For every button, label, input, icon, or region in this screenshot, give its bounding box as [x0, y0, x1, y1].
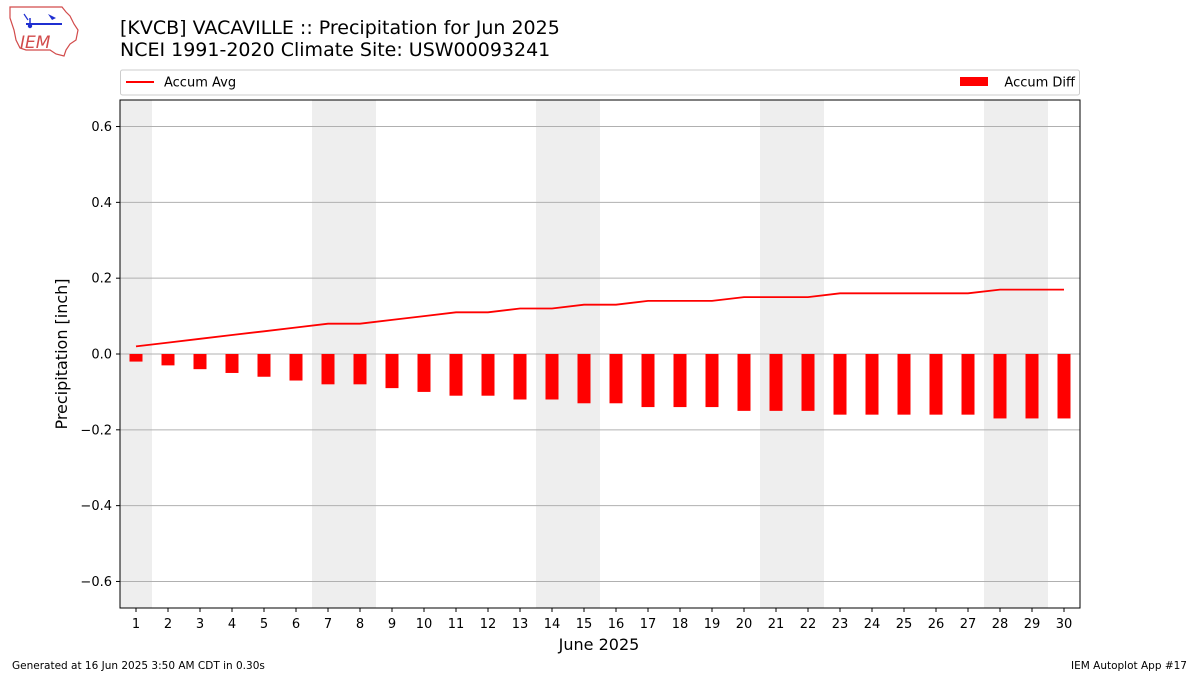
accum-diff-bar [353, 354, 367, 385]
x-tick-label: 3 [196, 617, 204, 632]
accum-diff-bar [993, 354, 1007, 419]
chart-subtitle: NCEI 1991-2020 Climate Site: USW00093241 [120, 39, 551, 61]
x-tick-label: 15 [576, 617, 593, 632]
x-tick-label: 4 [228, 617, 236, 632]
x-tick-label: 25 [896, 617, 913, 632]
accum-diff-bar [321, 354, 335, 385]
accum-diff-bar [449, 354, 463, 396]
x-tick-label: 22 [800, 617, 817, 632]
chart-title: [KVCB] VACAVILLE :: Precipitation for Ju… [120, 17, 560, 39]
accum-diff-bar [577, 354, 591, 404]
x-tick-label: 30 [1056, 617, 1073, 632]
x-tick-label: 8 [356, 617, 364, 632]
legend-box [120, 69, 1080, 96]
accum-diff-bar [481, 354, 495, 396]
x-axis-label: June 2025 [558, 635, 640, 654]
gridlines [120, 126, 1080, 582]
y-tick-label: 0.2 [91, 272, 112, 287]
x-tick-label: 21 [768, 617, 785, 632]
legend-accum-avg-label: Accum Avg [164, 76, 236, 91]
accum-diff-bar [193, 354, 207, 370]
y-axis-label: Precipitation [inch] [52, 278, 71, 429]
accum-diff-bar [513, 354, 527, 400]
accum-diff-bar [705, 354, 719, 408]
x-tick-label: 17 [640, 617, 657, 632]
accum-diff-bar [545, 354, 559, 400]
x-tick-label: 29 [1024, 617, 1041, 632]
x-tick-label: 13 [512, 617, 529, 632]
accum-diff-bar [865, 354, 879, 415]
x-tick-label: 12 [480, 617, 497, 632]
x-tick-label: 26 [928, 617, 945, 632]
accum-avg-line [135, 288, 1064, 348]
accum-diff-bar [289, 354, 303, 381]
accum-diff-bar [1057, 354, 1071, 419]
iem-logo: IEM [9, 6, 79, 57]
accum-diff-bar [257, 354, 271, 377]
x-tick-label: 2 [164, 617, 172, 632]
x-tick-label: 19 [704, 617, 721, 632]
accum-diff-bar [385, 354, 399, 389]
x-tick-label: 6 [292, 617, 300, 632]
x-axis-ticks: 1 2 3 4 5 6 7 8 9 10 11 12 13 14 15 16 17 18 19 20 21 22 23 24 2… [132, 608, 1072, 632]
x-tick-label: 23 [832, 617, 849, 632]
accum-diff-bar [225, 354, 239, 373]
legend: Accum Avg Accum Diff [120, 69, 1080, 96]
accum-diff-bar [609, 354, 623, 404]
x-tick-label: 14 [544, 617, 561, 632]
x-tick-label: 5 [260, 617, 268, 632]
accum-diff-bar [641, 354, 655, 408]
accum-diff-bar [929, 354, 943, 415]
accum-diff-bar [737, 354, 751, 411]
x-tick-label: 28 [992, 617, 1009, 632]
footer-app: IEM Autoplot App #17 [1071, 660, 1187, 672]
x-tick-label: 16 [608, 617, 625, 632]
x-tick-label: 9 [388, 617, 396, 632]
accum-diff-bar [161, 354, 175, 366]
y-tick-label: −0.4 [80, 499, 112, 514]
accum-diff-bar [1025, 354, 1039, 419]
x-tick-label: 27 [960, 617, 977, 632]
accum-diff-bar [801, 354, 815, 411]
x-tick-label: 10 [416, 617, 433, 632]
legend-accum-diff-label: Accum Diff [1004, 76, 1076, 91]
accum-diff-bar [673, 354, 687, 408]
accum-diff-bar [833, 354, 847, 415]
y-tick-label: 0.0 [91, 348, 112, 363]
accum-diff-bars [129, 354, 1071, 419]
x-tick-label: 1 [132, 617, 140, 632]
y-tick-label: −0.6 [80, 575, 112, 590]
accum-diff-bar [129, 354, 143, 362]
x-tick-label: 20 [736, 617, 753, 632]
logo-text: IEM [20, 33, 51, 53]
legend-accum-diff-swatch [960, 77, 988, 86]
y-tick-label: 0.6 [91, 120, 112, 135]
x-tick-label: 18 [672, 617, 689, 632]
x-tick-label: 7 [324, 617, 332, 632]
accum-diff-bar [417, 354, 431, 392]
accum-diff-bar [769, 354, 783, 411]
x-tick-label: 24 [864, 617, 881, 632]
y-tick-label: 0.4 [91, 196, 112, 211]
accum-diff-bar [961, 354, 975, 415]
accum-diff-bar [897, 354, 911, 415]
footer-generated: Generated at 16 Jun 2025 3:50 AM CDT in … [12, 660, 265, 672]
y-axis-ticks: 0.6 0.4 0.2 0.0 −0.2 −0.4 −0.6 [80, 120, 120, 590]
y-tick-label: −0.2 [80, 423, 112, 438]
x-tick-label: 11 [448, 617, 465, 632]
